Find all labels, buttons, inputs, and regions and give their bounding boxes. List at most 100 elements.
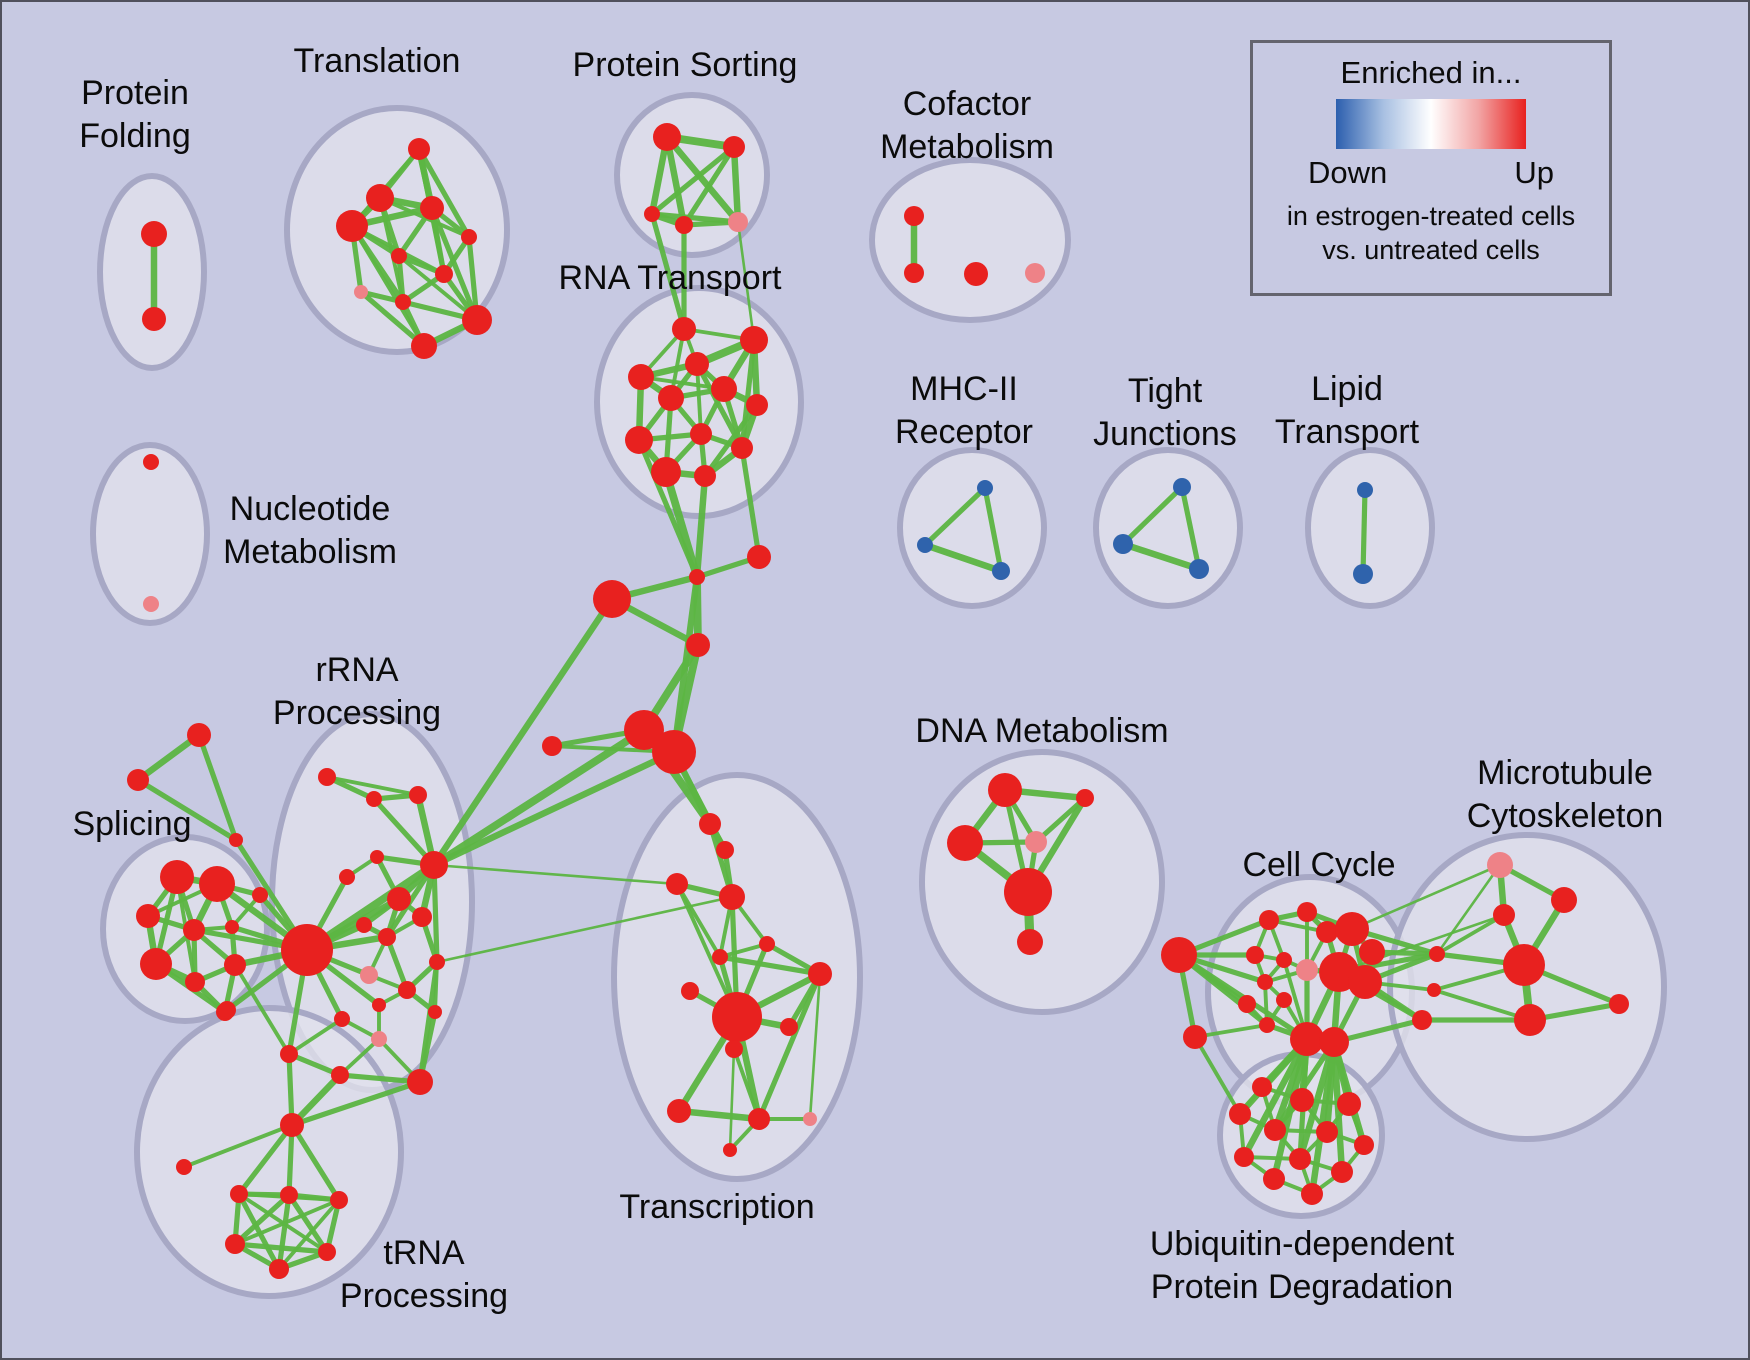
nucleotide-metabolism-node-0[interactable]: [143, 454, 159, 470]
trna-processing-node-3[interactable]: [280, 1186, 298, 1204]
rna-transport-node-5[interactable]: [658, 385, 684, 411]
rrna-processing-node-1[interactable]: [366, 791, 382, 807]
transcription-node-4[interactable]: [759, 936, 775, 952]
cell-cycle-node-4[interactable]: [1359, 939, 1385, 965]
cell-cycle-node-13[interactable]: [1259, 1017, 1275, 1033]
rrna-processing-node-0[interactable]: [318, 768, 336, 786]
translation-node-6[interactable]: [435, 265, 453, 283]
ubiquitin-dependent-protein-degradation-node-6[interactable]: [1354, 1135, 1374, 1155]
cell-cycle-node-14[interactable]: [1290, 1022, 1324, 1056]
connectors-node-9[interactable]: [1429, 946, 1445, 962]
rna-transport-node-4[interactable]: [711, 376, 737, 402]
connectors-node-5[interactable]: [652, 730, 696, 774]
translation-node-5[interactable]: [391, 248, 407, 264]
rna-transport-node-11[interactable]: [694, 465, 716, 487]
cell-cycle-node-5[interactable]: [1246, 946, 1264, 964]
microtubule-cytoskeleton-node-2[interactable]: [1493, 904, 1515, 926]
cofactor-metabolism-node-1[interactable]: [904, 263, 924, 283]
trna-processing-node-5[interactable]: [225, 1234, 245, 1254]
cofactor-metabolism-node-2[interactable]: [964, 262, 988, 286]
tight-junctions-node-1[interactable]: [1113, 534, 1133, 554]
ubiquitin-dependent-protein-degradation-node-5[interactable]: [1316, 1121, 1338, 1143]
ubiquitin-dependent-protein-degradation-node-2[interactable]: [1337, 1092, 1361, 1116]
cell-cycle-node-1[interactable]: [1297, 902, 1317, 922]
rrna-processing-node-6[interactable]: [387, 887, 411, 911]
protein-folding-node-0[interactable]: [141, 221, 167, 247]
ubiquitin-dependent-protein-degradation-node-4[interactable]: [1264, 1119, 1286, 1141]
connectors-node-14[interactable]: [229, 833, 243, 847]
dna-metabolism-node-0[interactable]: [988, 773, 1022, 807]
splicing-node-6[interactable]: [224, 954, 246, 976]
transcription-node-1[interactable]: [716, 841, 734, 859]
tight-junctions-node-0[interactable]: [1173, 478, 1191, 496]
cell-cycle-node-9[interactable]: [1348, 965, 1382, 999]
ubiquitin-dependent-protein-degradation-node-9[interactable]: [1331, 1161, 1353, 1183]
trna-processing-node-2[interactable]: [230, 1185, 248, 1203]
translation-node-2[interactable]: [420, 196, 444, 220]
translation-node-10[interactable]: [411, 333, 437, 359]
splicing-node-4[interactable]: [225, 920, 239, 934]
cofactor-metabolism-node-0[interactable]: [904, 206, 924, 226]
splicing-node-3[interactable]: [183, 919, 205, 941]
ubiquitin-dependent-protein-degradation-node-7[interactable]: [1234, 1147, 1254, 1167]
rrna-processing-node-3[interactable]: [370, 850, 384, 864]
rna-transport-node-1[interactable]: [740, 326, 768, 354]
rna-transport-node-3[interactable]: [628, 364, 654, 390]
rna-transport-node-8[interactable]: [690, 423, 712, 445]
rrna-processing-node-21[interactable]: [281, 924, 333, 976]
ubiquitin-dependent-protein-degradation-node-0[interactable]: [1252, 1077, 1272, 1097]
transcription-node-12[interactable]: [748, 1108, 770, 1130]
ubiquitin-dependent-protein-degradation-node-3[interactable]: [1229, 1103, 1251, 1125]
translation-node-1[interactable]: [366, 184, 394, 212]
ubiquitin-dependent-protein-degradation-node-11[interactable]: [1301, 1183, 1323, 1205]
transcription-node-6[interactable]: [808, 962, 832, 986]
ubiquitin-dependent-protein-degradation-node-10[interactable]: [1263, 1168, 1285, 1190]
dna-metabolism-node-4[interactable]: [1004, 868, 1052, 916]
connectors-node-0[interactable]: [593, 580, 631, 618]
nucleotide-metabolism-node-1[interactable]: [143, 596, 159, 612]
rna-transport-node-10[interactable]: [651, 457, 681, 487]
rrna-processing-node-2[interactable]: [409, 786, 427, 804]
splicing-node-8[interactable]: [252, 887, 268, 903]
cell-cycle-node-11[interactable]: [1276, 992, 1292, 1008]
transcription-node-9[interactable]: [780, 1018, 798, 1036]
lipid-transport-node-1[interactable]: [1353, 564, 1373, 584]
trna-processing-node-1[interactable]: [176, 1159, 192, 1175]
protein-sorting-node-2[interactable]: [644, 206, 660, 222]
protein-folding-node-1[interactable]: [142, 307, 166, 331]
splicing-node-0[interactable]: [160, 860, 194, 894]
splicing-node-7[interactable]: [185, 972, 205, 992]
rrna-processing-node-11[interactable]: [398, 981, 416, 999]
rrna-processing-node-5[interactable]: [420, 851, 448, 879]
transcription-node-5[interactable]: [712, 949, 728, 965]
cell-cycle-node-15[interactable]: [1319, 1027, 1349, 1057]
transcription-node-8[interactable]: [712, 992, 762, 1042]
rrna-processing-node-7[interactable]: [412, 907, 432, 927]
connectors-node-6[interactable]: [542, 736, 562, 756]
rrna-processing-node-10[interactable]: [360, 966, 378, 984]
translation-node-9[interactable]: [462, 305, 492, 335]
trna-processing-node-6[interactable]: [318, 1243, 336, 1261]
cell-cycle-node-12[interactable]: [1238, 995, 1256, 1013]
transcription-node-13[interactable]: [803, 1112, 817, 1126]
dna-metabolism-node-1[interactable]: [1076, 789, 1094, 807]
rrna-processing-node-18[interactable]: [331, 1066, 349, 1084]
microtubule-cytoskeleton-node-4[interactable]: [1514, 1004, 1546, 1036]
rrna-processing-node-17[interactable]: [280, 1045, 298, 1063]
rna-transport-node-0[interactable]: [672, 317, 696, 341]
rrna-processing-node-14[interactable]: [334, 1011, 350, 1027]
rrna-processing-node-4[interactable]: [339, 869, 355, 885]
rrna-processing-node-9[interactable]: [378, 928, 396, 946]
translation-node-7[interactable]: [354, 285, 368, 299]
connectors-node-12[interactable]: [187, 723, 211, 747]
dna-metabolism-node-5[interactable]: [1017, 929, 1043, 955]
connectors-node-2[interactable]: [747, 545, 771, 569]
rna-transport-node-7[interactable]: [625, 426, 653, 454]
rrna-processing-node-16[interactable]: [371, 1031, 387, 1047]
rrna-processing-node-15[interactable]: [428, 1005, 442, 1019]
rna-transport-node-9[interactable]: [731, 437, 753, 459]
rna-transport-node-6[interactable]: [746, 394, 768, 416]
microtubule-cytoskeleton-node-3[interactable]: [1503, 944, 1545, 986]
transcription-node-10[interactable]: [725, 1040, 743, 1058]
transcription-node-11[interactable]: [667, 1099, 691, 1123]
